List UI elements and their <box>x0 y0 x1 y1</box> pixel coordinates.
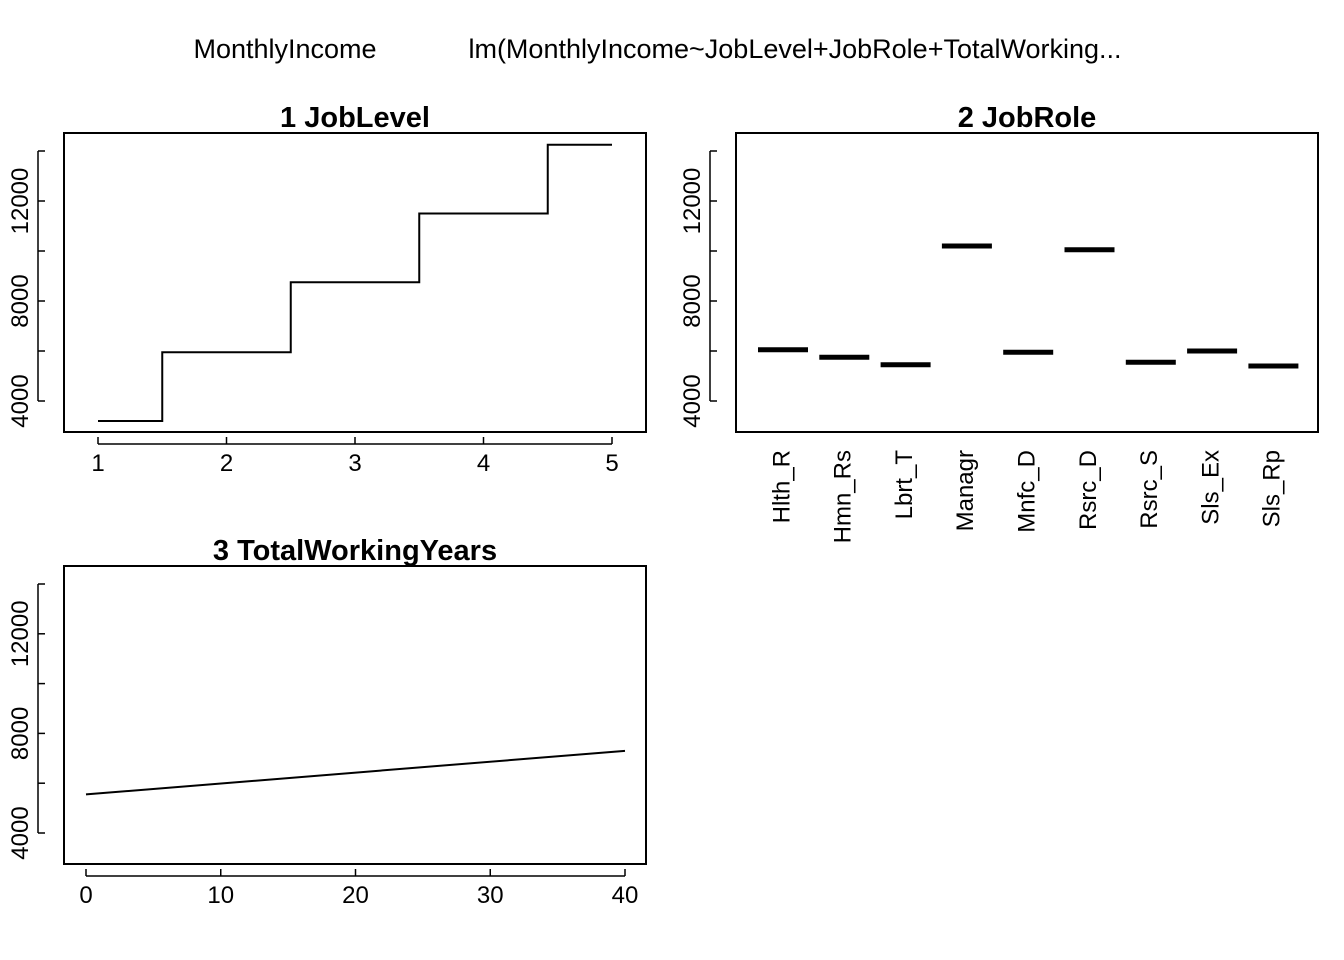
y-tick-label: 12000 <box>679 168 706 235</box>
y-tick-label: 12000 <box>7 168 34 235</box>
x-tick-label: 3 <box>348 450 361 477</box>
x-category-label: Rsrc_D <box>1075 450 1102 530</box>
y-tick-label: 8000 <box>7 707 34 760</box>
y-tick-label: 8000 <box>679 274 706 327</box>
y-tick-label: 4000 <box>7 374 34 427</box>
plot-frame <box>735 132 1319 433</box>
x-tick-label: 2 <box>220 450 233 477</box>
panel-3: 3 TotalWorkingYears 4000 8000 12000 0 10 20 30 4… <box>7 535 647 909</box>
x-tick-label: 1 <box>91 450 104 477</box>
x-category-label: Hmn_Rs <box>830 450 857 543</box>
response-title: MonthlyIncome <box>193 34 376 64</box>
panel-2: 2 JobRole 4000 8000 12000 Hlth_R Hmn_Rs Lbrt_T… <box>679 102 1319 543</box>
y-tick-label: 4000 <box>7 806 34 859</box>
x-tick-label: 5 <box>605 450 618 477</box>
x-tick-label: 10 <box>207 882 234 909</box>
effect-step-line <box>98 143 612 422</box>
x-category-label: Hlth_R <box>768 450 795 523</box>
x-category-label: Sls_Ex <box>1197 450 1224 525</box>
x-category-label: Managr <box>952 450 979 531</box>
x-tick-label: 40 <box>612 882 639 909</box>
x-category-label: Rsrc_S <box>1136 450 1163 529</box>
x-tick-label: 0 <box>79 882 92 909</box>
panel-1: 1 JobLevel 4000 8000 12000 1 2 3 4 5 <box>7 102 647 477</box>
x-category-label: Sls_Rp <box>1259 450 1286 527</box>
x-category-label: Mnfc_D <box>1014 450 1041 533</box>
effect-trend-line <box>85 749 626 796</box>
plot-frame <box>63 565 647 865</box>
panel-title: 1 JobLevel <box>280 102 430 134</box>
x-category-label: Lbrt_T <box>891 450 918 520</box>
y-tick-label: 4000 <box>679 374 706 427</box>
panel-title: 3 TotalWorkingYears <box>213 535 497 567</box>
plot-frame <box>63 132 647 433</box>
y-tick-label: 8000 <box>7 274 34 327</box>
x-tick-label: 4 <box>477 450 490 477</box>
panel-title: 2 JobRole <box>958 102 1097 134</box>
model-formula-title: lm(MonthlyIncome~JobLevel+JobRole+TotalW… <box>468 34 1121 64</box>
y-tick-label: 12000 <box>7 600 34 667</box>
x-tick-label: 30 <box>477 882 504 909</box>
x-tick-label: 20 <box>342 882 369 909</box>
